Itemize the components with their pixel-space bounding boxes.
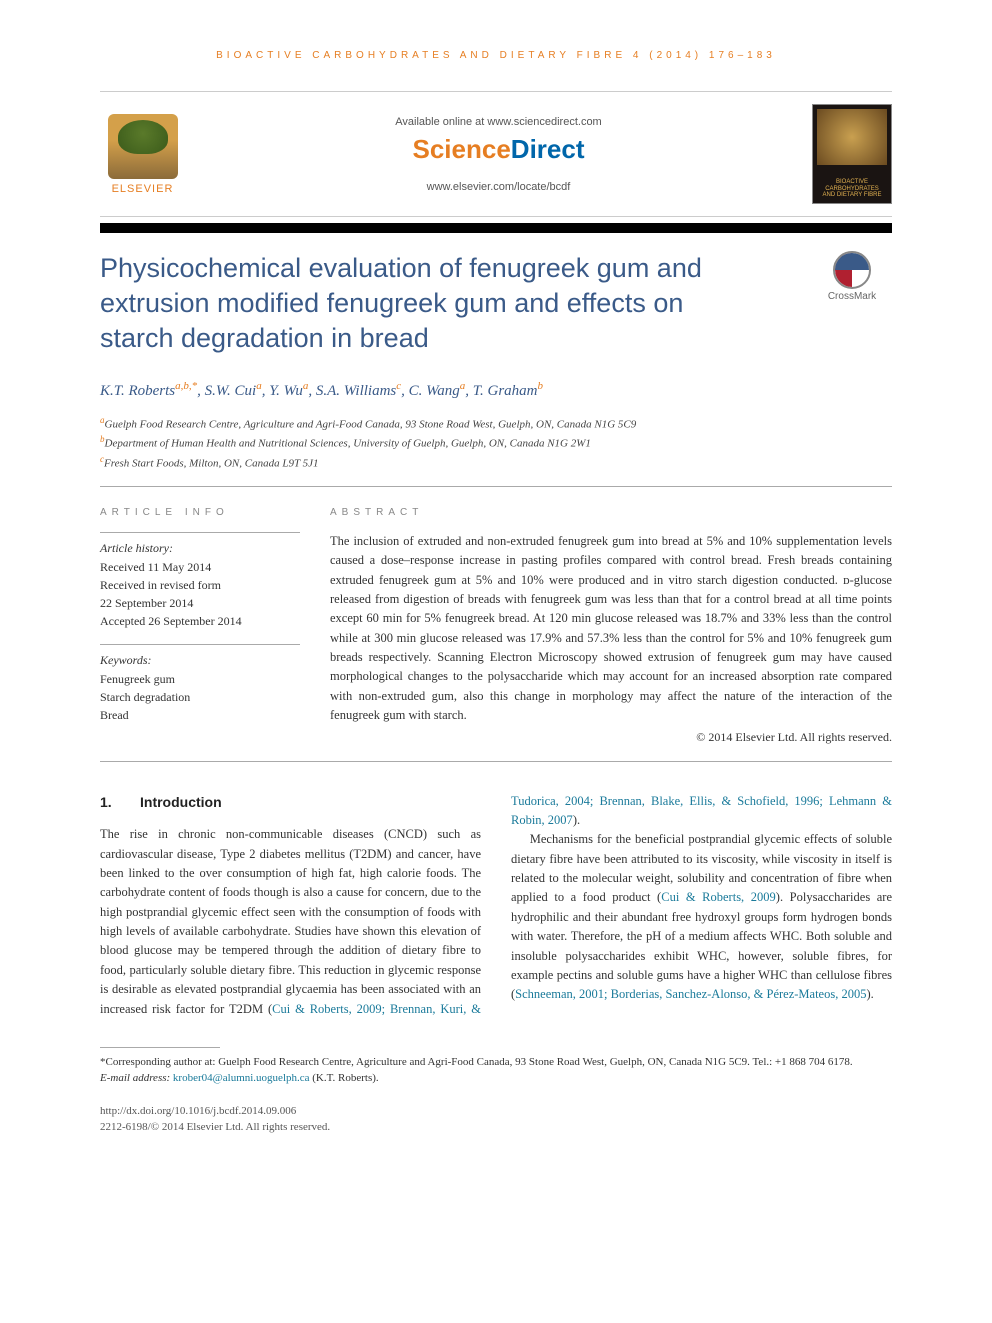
elsevier-logo: ELSEVIER <box>100 107 185 202</box>
affiliation-line: cFresh Start Foods, Milton, ON, Canada L… <box>100 453 892 472</box>
article-history-block: Article history: Received 11 May 2014Rec… <box>100 532 300 630</box>
elsevier-tree-icon <box>108 114 178 179</box>
available-online-text: Available online at www.sciencedirect.co… <box>185 116 812 128</box>
rule-bottom <box>100 761 892 762</box>
article-history-lines: Received 11 May 2014Received in revised … <box>100 558 300 630</box>
sciencedirect-part2: Direct <box>511 134 585 164</box>
center-banner: Available online at www.sciencedirect.co… <box>185 116 812 193</box>
issn-copyright: 2212-6198/© 2014 Elsevier Ltd. All right… <box>100 1119 892 1136</box>
journal-cover-title2: CARBOHYDRATES <box>817 186 887 193</box>
footnote-rule <box>100 1047 220 1048</box>
sciencedirect-part1: Science <box>413 134 511 164</box>
journal-cover: BIOACTIVE CARBOHYDRATES AND DIETARY FIBR… <box>812 104 892 204</box>
section-number: 1. <box>100 792 140 814</box>
affiliations: aGuelph Food Research Centre, Agricultur… <box>100 414 892 471</box>
keywords-block: Keywords: Fenugreek gumStarch degradatio… <box>100 644 300 724</box>
journal-cover-art <box>817 109 887 165</box>
abstract-copyright: © 2014 Elsevier Ltd. All rights reserved… <box>330 730 892 745</box>
section-heading: 1.Introduction <box>100 792 481 814</box>
crossmark-label: CrossMark <box>828 291 876 302</box>
title-row: Physicochemical evaluation of fenugreek … <box>100 251 892 356</box>
affiliation-line: aGuelph Food Research Centre, Agricultur… <box>100 414 892 433</box>
article-info-sidebar: article info Article history: Received 1… <box>100 507 300 745</box>
doi-block: http://dx.doi.org/10.1016/j.bcdf.2014.09… <box>100 1103 892 1136</box>
journal-cover-title3: AND DIETARY FIBRE <box>817 192 887 199</box>
citation-2[interactable]: Cui & Roberts, 2009 <box>661 890 776 904</box>
section-title: Introduction <box>140 794 222 810</box>
body-two-column: 1.Introduction The rise in chronic non-c… <box>100 792 892 1019</box>
abstract-column: abstract The inclusion of extruded and n… <box>330 507 892 745</box>
intro-para2: Mechanisms for the beneficial postprandi… <box>511 830 892 1004</box>
journal-cover-title1: BIOACTIVE <box>817 179 887 186</box>
citation-3[interactable]: Schneeman, 2001; Borderias, Sanchez-Alon… <box>515 987 866 1001</box>
affiliation-line: bDepartment of Human Health and Nutritio… <box>100 433 892 452</box>
info-abstract-row: article info Article history: Received 1… <box>100 487 892 761</box>
keywords-list: Fenugreek gumStarch degradationBread <box>100 670 300 724</box>
keywords-label: Keywords: <box>100 653 300 668</box>
authors-line: K.T. Robertsa,b,*, S.W. Cuia, Y. Wua, S.… <box>100 380 892 400</box>
footnotes: *Corresponding author at: Guelph Food Re… <box>100 1054 892 1087</box>
publisher-banner: ELSEVIER Available online at www.science… <box>100 91 892 217</box>
crossmark-badge[interactable]: CrossMark <box>812 251 892 302</box>
article-info-heading: article info <box>100 507 300 518</box>
doi-url[interactable]: http://dx.doi.org/10.1016/j.bcdf.2014.09… <box>100 1103 892 1120</box>
article-history-label: Article history: <box>100 541 300 556</box>
corresponding-author-note: *Corresponding author at: Guelph Food Re… <box>100 1054 892 1071</box>
elsevier-name: ELSEVIER <box>112 183 174 195</box>
black-divider-bar <box>100 223 892 233</box>
paper-title: Physicochemical evaluation of fenugreek … <box>100 251 750 356</box>
email-label: E-mail address: <box>100 1072 170 1084</box>
crossmark-icon <box>833 251 871 289</box>
email-link[interactable]: krober04@alumni.uoguelph.ca <box>173 1072 310 1084</box>
sciencedirect-logo[interactable]: ScienceDirect <box>185 134 812 165</box>
email-line: E-mail address: krober04@alumni.uoguelph… <box>100 1070 892 1087</box>
journal-url[interactable]: www.elsevier.com/locate/bcdf <box>185 181 812 193</box>
abstract-text: The inclusion of extruded and non-extrud… <box>330 532 892 726</box>
email-author: (K.T. Roberts). <box>312 1072 378 1084</box>
running-head: Bioactive Carbohydrates and Dietary Fibr… <box>100 50 892 61</box>
abstract-heading: abstract <box>330 507 892 518</box>
